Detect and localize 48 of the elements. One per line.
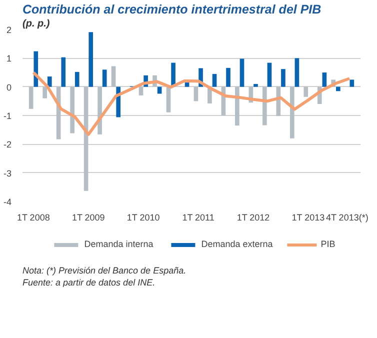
bar (350, 80, 354, 87)
legend-label: PIB (320, 239, 336, 249)
bar (138, 86, 144, 96)
bar (304, 86, 308, 97)
bar (262, 86, 267, 126)
bar (111, 66, 116, 87)
bar (74, 72, 80, 87)
bar (88, 32, 94, 87)
bar (61, 57, 66, 87)
bar (184, 82, 190, 87)
bar (42, 86, 47, 98)
bar (102, 70, 107, 87)
bar (336, 86, 340, 92)
bar (235, 86, 240, 126)
bar (212, 74, 217, 87)
chart-subtitle: (p. p.) (22, 18, 50, 30)
bar (240, 58, 244, 87)
x-tick-label: 1T 2011 (182, 212, 214, 222)
x-tick-label: 4T 2013(*) (326, 212, 368, 222)
bar (281, 69, 286, 87)
x-tick-label: 1T 2008 (16, 212, 50, 222)
y-tick-label: -4 (4, 197, 12, 207)
y-tick-label: 2 (6, 25, 12, 35)
legend-label: Demanda externa (201, 239, 273, 249)
x-tick-label: 1T 2009 (72, 212, 105, 222)
legend-label: Demanda interna (84, 239, 154, 249)
bar (28, 86, 34, 109)
source-note: Fuente: a partir de datos del INE. (22, 278, 156, 288)
bar (47, 76, 52, 87)
text: Nota: (*) Previsión del Banco de España. (22, 266, 186, 276)
y-tick-label: -2 (4, 140, 12, 150)
line-series (32, 71, 352, 136)
y-tick-label: -3 (4, 168, 12, 178)
bar (226, 68, 230, 87)
bar (290, 86, 294, 138)
x-tick-label: 1T 2013 (292, 212, 325, 222)
bar (267, 62, 272, 87)
y-tick-label: -1 (4, 111, 12, 121)
chart-title: Contribución al crecimiento intertrimestral del PIB (22, 2, 322, 16)
bar (294, 58, 300, 87)
bar (322, 72, 327, 87)
x-tick-label: 1T 2012 (236, 212, 270, 222)
bar (70, 86, 74, 134)
y-tick-label: 0 (6, 82, 12, 92)
y-tick-label: 1 (6, 54, 12, 64)
bar (254, 84, 258, 87)
x-tick-label: 1T 2010 (126, 212, 160, 222)
bar (194, 86, 198, 102)
